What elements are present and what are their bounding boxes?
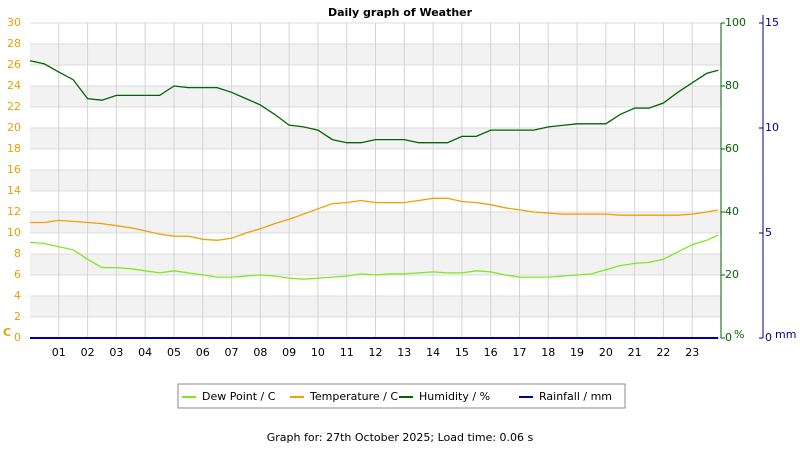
y-tick-label: 20 <box>7 121 21 134</box>
x-tick-label: 18 <box>541 346 555 359</box>
series-line <box>29 60 719 144</box>
y-tick-label: 28 <box>7 37 21 50</box>
y-tick-label: 8 <box>14 247 21 260</box>
y-tick-label: 26 <box>7 58 21 71</box>
y-tick-label: 12 <box>7 205 21 218</box>
x-tick-label: 13 <box>397 346 411 359</box>
x-tick-label: 12 <box>369 346 383 359</box>
y2-tick-label: 80 <box>725 79 739 92</box>
legend-label: Rainfall / mm <box>539 390 612 403</box>
x-tick-label: 14 <box>426 346 440 359</box>
x-tick-label: 16 <box>484 346 498 359</box>
y2-unit: % <box>734 328 744 341</box>
x-tick-label: 03 <box>109 346 123 359</box>
x-tick-label: 21 <box>628 346 642 359</box>
y2-tick-label: 0 <box>725 331 732 344</box>
x-tick-label: 22 <box>656 346 670 359</box>
y-tick-label: 14 <box>7 184 21 197</box>
x-tick-label: 02 <box>81 346 95 359</box>
y-tick-label: 6 <box>14 268 21 281</box>
chart-title: Daily graph of Weather <box>328 6 473 19</box>
y3-unit: mm <box>775 328 796 341</box>
y-tick-label: 0 <box>14 331 21 344</box>
y-tick-label: 18 <box>7 142 21 155</box>
x-tick-label: 05 <box>167 346 181 359</box>
y2-tick-label: 20 <box>725 268 739 281</box>
legend-label: Dew Point / C <box>202 390 276 403</box>
legend-label: Temperature / C <box>309 390 398 403</box>
x-tick-label: 06 <box>196 346 210 359</box>
x-tick-label: 17 <box>512 346 526 359</box>
y-tick-label: 16 <box>7 163 21 176</box>
x-tick-label: 08 <box>253 346 267 359</box>
x-tick-label: 19 <box>570 346 584 359</box>
x-tick-label: 09 <box>282 346 296 359</box>
y-unit: C <box>3 326 11 339</box>
series-line <box>29 234 719 280</box>
x-tick-label: 11 <box>340 346 354 359</box>
y2-tick-label: 40 <box>725 205 739 218</box>
y3-tick-label: 15 <box>765 16 779 29</box>
x-tick-label: 15 <box>455 346 469 359</box>
y3-tick-label: 0 <box>765 331 772 344</box>
y2-tick-label: 60 <box>725 142 739 155</box>
x-tick-label: 04 <box>138 346 152 359</box>
y-tick-label: 2 <box>14 310 21 323</box>
x-tick-label: 01 <box>52 346 66 359</box>
x-tick-label: 07 <box>225 346 239 359</box>
y-tick-label: 24 <box>7 79 21 92</box>
legend-label: Humidity / % <box>419 390 490 403</box>
y-tick-label: 10 <box>7 226 21 239</box>
y3-tick-label: 10 <box>765 121 779 134</box>
y-tick-label: 30 <box>7 16 21 29</box>
x-tick-label: 23 <box>685 346 699 359</box>
y-tick-label: 4 <box>14 289 21 302</box>
y3-tick-label: 5 <box>765 226 772 239</box>
series-line <box>30 197 719 241</box>
y-tick-label: 22 <box>7 100 21 113</box>
y2-tick-label: 100 <box>725 16 746 29</box>
x-tick-label: 20 <box>599 346 613 359</box>
footer: Graph for: 27th October 2025; Load time:… <box>267 431 534 444</box>
x-tick-label: 10 <box>311 346 325 359</box>
